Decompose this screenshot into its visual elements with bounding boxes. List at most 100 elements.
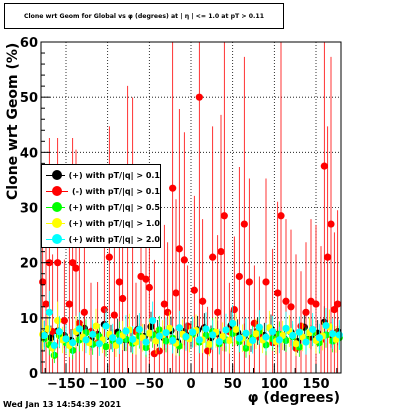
data-point [55, 328, 63, 336]
data-points [39, 42, 343, 373]
data-point [82, 336, 90, 344]
data-point [269, 328, 277, 336]
data-point [175, 245, 183, 253]
data-point [302, 308, 310, 316]
data-point [162, 329, 170, 337]
axis-ticks: −150 −100 −50 0 50 100 150 0 10 20 30 40 50 60 [20, 36, 338, 392]
data-point [100, 305, 108, 314]
data-point [324, 253, 332, 261]
data-point [195, 93, 203, 101]
timestamp: Wed Jan 13 14:54:39 2021 [3, 400, 122, 409]
data-point [45, 308, 53, 316]
data-point [289, 331, 297, 340]
data-point [330, 305, 338, 314]
data-point [115, 337, 123, 345]
data-point [214, 308, 222, 316]
data-point [184, 322, 192, 330]
y-tick-label: 20 [20, 257, 38, 272]
data-point [255, 323, 263, 331]
data-point [169, 184, 177, 192]
legend-label: (+) with pT/|q| > 0.1 [68, 170, 160, 180]
data-point [320, 162, 328, 170]
data-point [217, 248, 225, 256]
data-point [92, 322, 100, 330]
data-point [334, 300, 342, 308]
data-point [327, 220, 335, 228]
data-point [302, 338, 310, 346]
data-point [205, 340, 213, 348]
y-tick-label: 40 [20, 146, 38, 161]
y-axis-label: Clone wrt Geom (%) [5, 42, 21, 200]
data-point [209, 253, 217, 261]
data-point [89, 330, 97, 338]
data-point [335, 331, 343, 339]
data-point [129, 335, 137, 343]
data-point [69, 339, 77, 347]
legend: (+) with pT/|q| > 0.1 (-) with pT/|q| > … [41, 164, 161, 248]
legend-entry: (+) with pT/|q| > 2.0 [46, 231, 160, 247]
data-point [135, 325, 143, 334]
data-point [190, 286, 198, 294]
data-point [109, 334, 117, 342]
data-point [169, 336, 177, 345]
data-point [274, 289, 282, 297]
data-point [215, 337, 223, 346]
legend-label: (+) with pT/|q| > 2.0 [68, 234, 160, 244]
chart-title: Clone wrt Geom for Global vs φ (degrees)… [4, 3, 284, 29]
data-point [202, 325, 210, 333]
data-point [119, 294, 127, 303]
y-tick-label: 0 [29, 367, 38, 382]
data-point [235, 334, 243, 342]
data-point [105, 253, 113, 261]
data-point [262, 333, 270, 341]
data-point [75, 325, 83, 333]
data-point [225, 336, 233, 345]
data-point [110, 311, 118, 319]
data-point [230, 305, 238, 314]
data-point [329, 330, 337, 338]
data-point [204, 347, 212, 355]
x-axis-label: φ (degrees) [247, 390, 340, 406]
data-point [277, 212, 285, 220]
data-point [209, 331, 217, 339]
data-point [282, 324, 290, 332]
legend-label: (+) with pT/|q| > 0.5 [68, 202, 160, 212]
data-point [147, 323, 155, 331]
data-point [95, 340, 103, 348]
data-point [160, 300, 168, 308]
data-point [275, 336, 283, 344]
data-point [297, 322, 305, 330]
data-point [145, 283, 153, 292]
data-point [312, 300, 320, 308]
data-point [164, 308, 172, 316]
y-tick-label: 10 [20, 312, 38, 327]
data-point [252, 330, 260, 338]
data-point [60, 316, 68, 325]
legend-marker-icon [46, 234, 65, 244]
series-group [39, 42, 342, 373]
data-point [149, 316, 157, 325]
x-tick-label: 0 [186, 377, 195, 392]
data-point [249, 336, 257, 345]
y-tick-label: 60 [20, 36, 38, 51]
data-point [102, 322, 110, 330]
data-point [282, 297, 290, 305]
data-point [47, 334, 55, 342]
data-point [175, 324, 183, 332]
data-point [102, 342, 110, 351]
data-point [54, 316, 62, 325]
series-group [40, 290, 343, 358]
data-point [65, 300, 73, 308]
data-point [199, 297, 207, 305]
data-point [245, 278, 253, 286]
data-point [240, 220, 248, 228]
data-point [155, 347, 163, 355]
data-point [195, 336, 203, 344]
legend-marker-icon [46, 218, 65, 228]
legend-label: (+) with pT/|q| > 1.0 [68, 218, 160, 228]
legend-entry: (+) with pT/|q| > 1.0 [46, 215, 160, 231]
x-tick-label: 100 [261, 377, 288, 392]
data-point [69, 259, 77, 267]
data-point [155, 332, 163, 340]
